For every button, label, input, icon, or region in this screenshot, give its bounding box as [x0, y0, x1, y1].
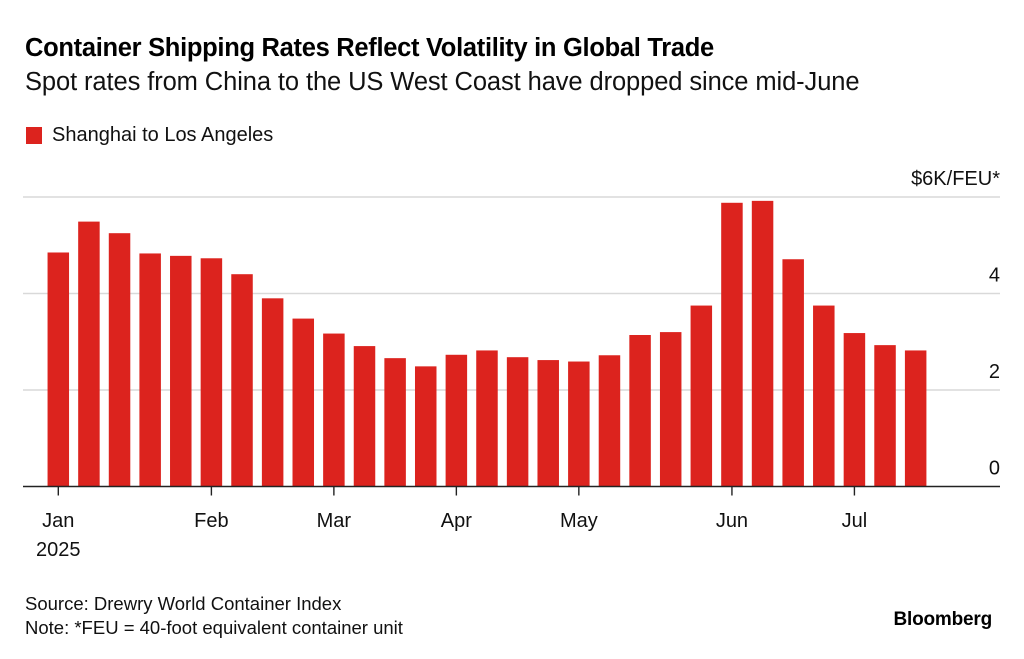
- bar: [292, 318, 315, 487]
- bar: [353, 346, 376, 487]
- bar: [506, 357, 529, 487]
- bar: [139, 253, 161, 487]
- x-tick-label: Feb: [194, 510, 228, 532]
- bar: [843, 333, 866, 487]
- bar: [261, 298, 284, 487]
- bar: [874, 345, 896, 487]
- y-axis-labels: 0 2 4 $6K/FEU*: [911, 168, 1000, 480]
- bar: [200, 258, 223, 487]
- x-tick-label: Mar: [317, 510, 352, 532]
- x-tick-label: Jun: [716, 510, 748, 532]
- legend-swatch: [26, 127, 42, 144]
- bloomberg-logo: Bloomberg: [893, 609, 993, 630]
- chart-title: Container Shipping Rates Reflect Volatil…: [25, 34, 714, 62]
- bar: [598, 355, 621, 487]
- bar: [47, 252, 70, 487]
- bar: [170, 255, 192, 487]
- source-note: Source: Drewry World Container Index: [25, 593, 342, 614]
- bar: [445, 354, 468, 487]
- bar: [476, 350, 498, 487]
- bar: [751, 200, 774, 487]
- bar: [384, 358, 406, 487]
- bar: [813, 305, 835, 487]
- bar: [782, 259, 804, 487]
- bar: [659, 332, 682, 487]
- legend-label: Shanghai to Los Angeles: [52, 124, 274, 146]
- bars: [47, 200, 927, 487]
- bar: [568, 361, 590, 487]
- legend: Shanghai to Los Angeles: [26, 124, 273, 147]
- chart-subtitle: Spot rates from China to the US West Coa…: [25, 68, 860, 96]
- bar: [537, 360, 559, 487]
- x-tick-label: Jul: [842, 510, 868, 532]
- y-tick-label: 4: [989, 265, 1000, 287]
- bar: [323, 333, 345, 487]
- bar: [721, 202, 743, 487]
- x-tick-label: May: [560, 510, 598, 532]
- y-tick-label: 2: [989, 361, 1000, 383]
- bar: [108, 233, 131, 487]
- y-tick-label: 0: [989, 458, 1000, 480]
- footer-notes: Source: Drewry World Container Index Not…: [25, 592, 403, 640]
- bar: [629, 335, 651, 487]
- feu-note: Note: *FEU = 40-foot equivalent containe…: [25, 617, 403, 638]
- bar: [231, 274, 253, 487]
- x-tick-label: Apr: [441, 510, 472, 532]
- x-tick-label: Jan: [42, 510, 74, 532]
- y-tick-label: $6K/FEU*: [911, 168, 1000, 190]
- bar: [414, 366, 437, 487]
- x-tick-year-label: 2025: [36, 539, 81, 561]
- bar: [690, 305, 713, 487]
- x-axis-labels: Jan 2025 Feb Mar Apr May Jun Jul: [36, 486, 868, 561]
- bar: [78, 221, 100, 487]
- bar: [904, 350, 927, 487]
